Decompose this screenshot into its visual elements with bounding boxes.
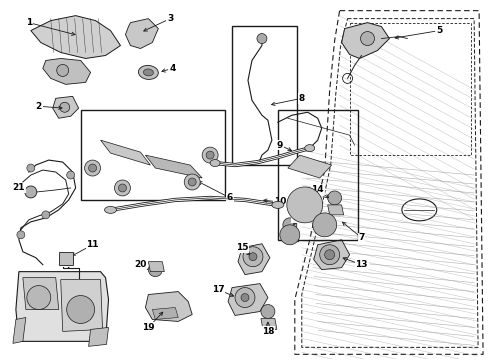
Polygon shape (148, 262, 164, 272)
Text: 20: 20 (134, 260, 146, 269)
Circle shape (319, 245, 339, 265)
Polygon shape (238, 244, 269, 275)
Polygon shape (313, 240, 349, 270)
Circle shape (206, 151, 214, 159)
Polygon shape (341, 23, 388, 58)
Text: 7: 7 (358, 233, 364, 242)
Text: 4: 4 (169, 64, 175, 73)
Circle shape (279, 225, 299, 245)
Ellipse shape (143, 69, 153, 76)
Text: 8: 8 (298, 94, 305, 103)
Text: 21: 21 (13, 184, 25, 193)
Text: 14: 14 (311, 185, 324, 194)
Polygon shape (101, 140, 150, 165)
Ellipse shape (210, 159, 220, 167)
Circle shape (243, 247, 263, 267)
Text: 16: 16 (291, 213, 304, 222)
Text: 9: 9 (276, 141, 283, 150)
Circle shape (88, 164, 96, 172)
Text: 15: 15 (235, 243, 248, 252)
Circle shape (324, 250, 334, 260)
Text: 11: 11 (86, 240, 99, 249)
Circle shape (118, 184, 126, 192)
Polygon shape (327, 205, 343, 215)
Polygon shape (88, 328, 108, 346)
Circle shape (17, 231, 25, 239)
Circle shape (66, 296, 94, 323)
Polygon shape (282, 232, 298, 242)
Polygon shape (59, 252, 73, 265)
Text: 5: 5 (435, 26, 442, 35)
Circle shape (202, 147, 218, 163)
Polygon shape (152, 307, 178, 319)
Text: 13: 13 (355, 260, 367, 269)
Text: 10: 10 (273, 197, 285, 206)
Circle shape (114, 180, 130, 196)
Circle shape (256, 33, 266, 44)
Ellipse shape (104, 206, 116, 213)
Circle shape (282, 218, 296, 232)
Polygon shape (125, 19, 158, 49)
Circle shape (241, 293, 248, 302)
Circle shape (286, 187, 322, 223)
Text: 18: 18 (261, 327, 274, 336)
Circle shape (66, 171, 75, 179)
Polygon shape (145, 292, 192, 321)
Polygon shape (53, 96, 79, 118)
Polygon shape (13, 318, 26, 343)
Circle shape (188, 178, 196, 186)
Ellipse shape (138, 66, 158, 80)
Polygon shape (42, 58, 90, 84)
Polygon shape (261, 319, 276, 329)
Circle shape (25, 186, 37, 198)
Ellipse shape (271, 201, 283, 208)
Text: 2: 2 (36, 102, 42, 111)
Circle shape (57, 64, 68, 76)
Circle shape (235, 288, 254, 307)
Polygon shape (31, 15, 120, 58)
Polygon shape (61, 280, 102, 332)
Circle shape (27, 164, 35, 172)
Text: 1: 1 (26, 18, 32, 27)
Circle shape (312, 213, 336, 237)
Circle shape (360, 32, 374, 45)
Polygon shape (287, 155, 331, 178)
Circle shape (327, 191, 341, 205)
Text: 6: 6 (226, 193, 233, 202)
Circle shape (148, 263, 162, 276)
Circle shape (84, 160, 101, 176)
Text: 12: 12 (62, 257, 75, 266)
Circle shape (41, 211, 50, 219)
Ellipse shape (304, 145, 314, 152)
Polygon shape (227, 284, 267, 315)
Circle shape (60, 102, 69, 112)
Text: 17: 17 (211, 285, 224, 294)
Circle shape (184, 174, 200, 190)
Circle shape (248, 253, 256, 261)
Text: 19: 19 (142, 323, 154, 332)
Circle shape (27, 285, 51, 310)
Text: 3: 3 (167, 14, 173, 23)
Circle shape (261, 305, 274, 319)
Polygon shape (16, 272, 108, 341)
Polygon shape (145, 155, 202, 178)
Polygon shape (23, 278, 59, 310)
